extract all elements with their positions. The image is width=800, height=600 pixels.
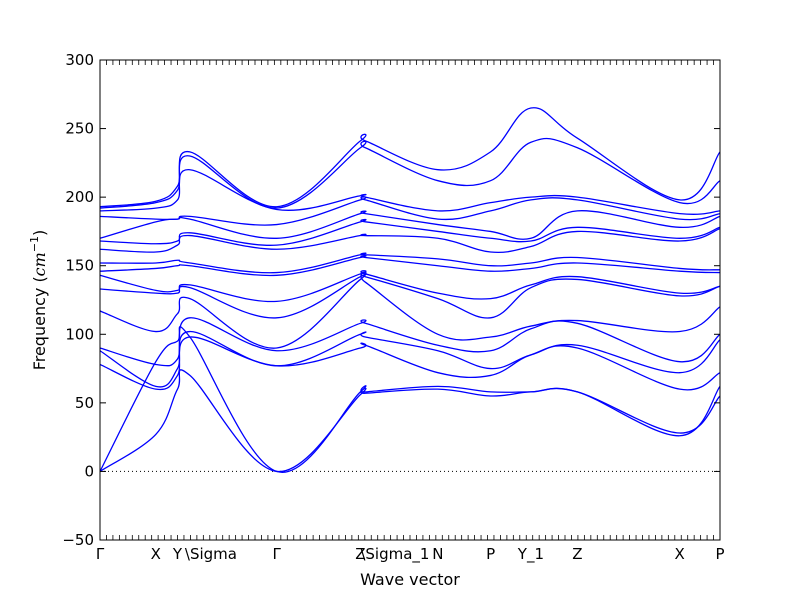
- minor-tick-layer: [99, 60, 721, 540]
- y-tick-label: 0: [84, 462, 94, 480]
- y-tick-label: 100: [65, 325, 94, 343]
- band-line-12: [99, 218, 721, 246]
- x-tick-label: P: [715, 545, 724, 563]
- x-tick-label: Z: [355, 545, 365, 563]
- y-tick-label: 150: [65, 257, 94, 275]
- band-line-14: [99, 196, 721, 226]
- band-line-11: [99, 228, 721, 253]
- y-axis-label-text: Frequency (: [30, 276, 49, 370]
- y-axis-label-close: ): [30, 230, 49, 236]
- x-tick-label: N: [432, 545, 443, 563]
- band-line-8: [99, 270, 721, 303]
- band-line-3: [99, 336, 721, 391]
- band-line-7: [99, 271, 721, 319]
- x-tick-label: X: [151, 545, 161, 563]
- y-tick-label: −50: [62, 531, 94, 549]
- y-axis-label-exponent: −1: [28, 236, 41, 252]
- x-axis-label: Wave vector: [360, 570, 460, 589]
- band-line-4: [99, 330, 721, 388]
- y-axis-label-unit: cm: [30, 252, 49, 276]
- x-tick-label: P: [486, 545, 495, 563]
- y-tick-label: 250: [65, 120, 94, 138]
- x-tick-label: Y: [172, 545, 183, 563]
- y-tick-label: 50: [75, 394, 94, 412]
- x-tick-label: Y_1: [517, 545, 544, 564]
- band-line-5: [99, 317, 721, 367]
- band-line-2: [99, 326, 721, 473]
- x-tick-label: \Sigma_1: [360, 545, 429, 564]
- x-tick-label: \Sigma: [185, 545, 237, 563]
- plot-frame: [99, 59, 721, 541]
- band-line-16: [99, 137, 721, 209]
- band-line-6: [99, 271, 721, 349]
- y-tick-label: 300: [65, 51, 94, 69]
- y-tick-layer: −50 0 50 100 150 200 250 300: [62, 51, 720, 549]
- y-tick-label: 200: [65, 188, 94, 206]
- series-layer: [99, 107, 721, 473]
- band-line-9: [99, 255, 721, 277]
- x-tick-label: X: [675, 545, 685, 563]
- x-tick-label: Γ: [96, 545, 105, 563]
- x-tick-label: Z: [572, 545, 582, 563]
- y-axis-label: Frequency (cm−1): [28, 230, 49, 371]
- band-line-15: [99, 169, 721, 215]
- band-line-17: [99, 107, 721, 208]
- band-line-10: [99, 252, 721, 274]
- x-tick-layer: Γ X Y \Sigma Γ Z\Sigma_1 N P Y_1 Z X P: [96, 545, 725, 564]
- x-tick-label: Γ: [273, 545, 282, 563]
